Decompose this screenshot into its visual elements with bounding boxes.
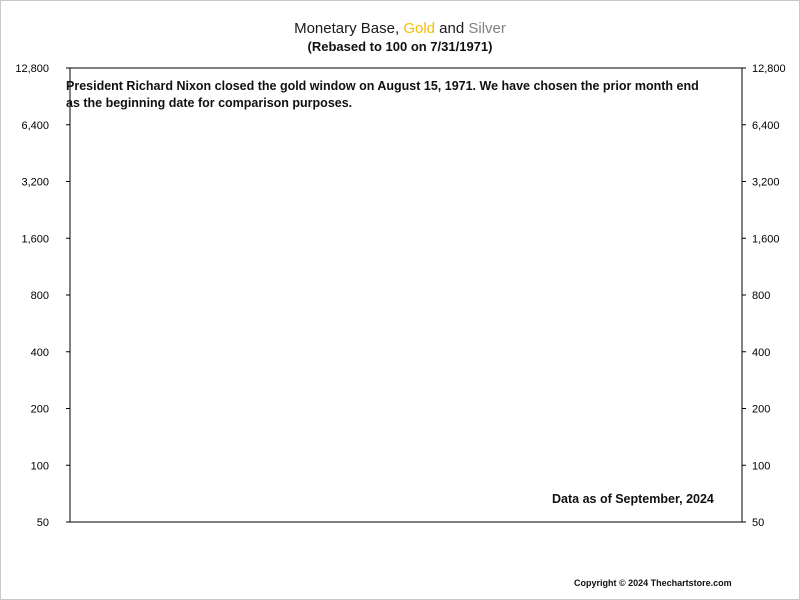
copyright-label: Copyright © 2024 Thechartstore.com [574, 578, 732, 588]
axis-layer: 7/31/717/31/737/31/757/31/777/31/797/31/… [15, 63, 786, 529]
chart-title-block: Monetary Base, Gold and Silver (Rebased … [0, 20, 800, 54]
y-tick-label-right: 200 [752, 404, 770, 416]
y-tick-label-left: 400 [31, 347, 49, 359]
chart-title: Monetary Base, Gold and Silver [0, 20, 800, 37]
y-tick-label-left: 50 [37, 517, 49, 529]
title-separator: , [394, 20, 404, 37]
title-gold: Gold [403, 20, 436, 37]
y-tick-label-left: 6,400 [21, 120, 49, 132]
y-tick-label-right: 400 [752, 347, 770, 359]
y-tick-label-left: 12,800 [15, 63, 49, 75]
y-tick-label-right: 800 [752, 290, 770, 302]
title-separator: and [435, 20, 469, 37]
y-tick-label-right: 100 [752, 460, 770, 472]
y-tick-label-right: 3,200 [752, 177, 780, 189]
y-tick-label-right: 6,400 [752, 120, 780, 132]
title-monetary-base: Monetary Base [294, 20, 395, 37]
annotation-text: President Richard Nixon closed the gold … [66, 79, 699, 110]
y-tick-label-left: 200 [31, 404, 49, 416]
y-tick-label-right: 12,800 [752, 63, 786, 75]
plot-border [69, 67, 743, 523]
y-tick-label-right: 50 [752, 517, 764, 529]
y-tick-label-left: 1,600 [21, 233, 49, 245]
chart-subtitle: (Rebased to 100 on 7/31/1971) [307, 39, 493, 54]
y-tick-label-right: 1,600 [752, 233, 780, 245]
y-tick-label-left: 100 [31, 460, 49, 472]
y-tick-label-left: 3,200 [21, 177, 49, 189]
data-as-of-label: Data as of September, 2024 [552, 492, 714, 506]
y-tick-label-left: 800 [31, 290, 49, 302]
title-silver: Silver [468, 20, 506, 37]
